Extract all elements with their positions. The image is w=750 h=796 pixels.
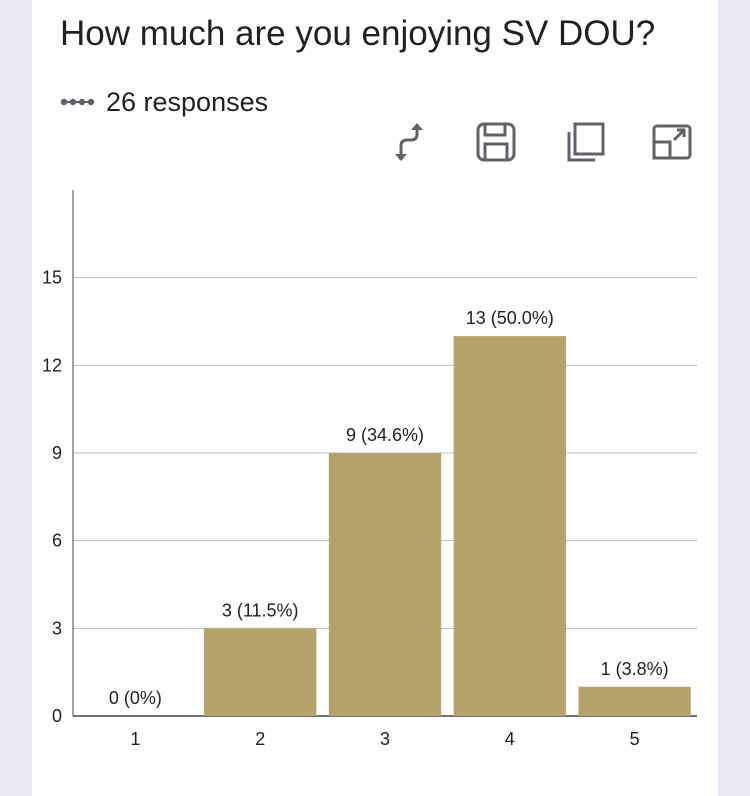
- y-tick-label: 12: [42, 355, 62, 375]
- y-tick-label: 0: [52, 706, 62, 726]
- question-title: How much are you enjoying SV DOU?: [60, 14, 656, 53]
- data-label: 0 (0%): [109, 688, 162, 708]
- save-button[interactable]: [472, 118, 520, 166]
- y-tick-label: 3: [52, 618, 62, 638]
- copy-icon: [567, 122, 605, 162]
- save-icon: [476, 122, 516, 162]
- y-tick-label: 6: [52, 531, 62, 551]
- responses-dots-icon: [60, 86, 96, 118]
- swap-axes-button[interactable]: [385, 118, 433, 166]
- swap-axes-icon: [395, 123, 423, 161]
- x-tick-label: 5: [630, 729, 640, 749]
- data-label: 1 (3.8%): [601, 659, 669, 679]
- bar: [328, 453, 442, 716]
- copy-button[interactable]: [561, 118, 609, 166]
- data-label: 13 (50.0%): [466, 308, 554, 328]
- responses-summary: 26 responses: [60, 86, 268, 118]
- bar: [453, 336, 566, 716]
- data-label: 3 (11.5%): [222, 600, 299, 620]
- x-tick-label: 2: [255, 729, 265, 749]
- data-label: 9 (34.6%): [346, 425, 424, 445]
- y-tick-label: 15: [42, 268, 62, 288]
- bar: [204, 628, 317, 716]
- y-tick-label: 9: [52, 443, 62, 463]
- bar: [578, 686, 691, 716]
- x-tick-label: 3: [380, 729, 390, 749]
- responses-count: 26 responses: [106, 86, 269, 117]
- expand-button[interactable]: [648, 118, 696, 166]
- x-tick-label: 4: [505, 729, 515, 749]
- x-tick-label: 1: [130, 729, 140, 749]
- expand-icon: [652, 124, 692, 160]
